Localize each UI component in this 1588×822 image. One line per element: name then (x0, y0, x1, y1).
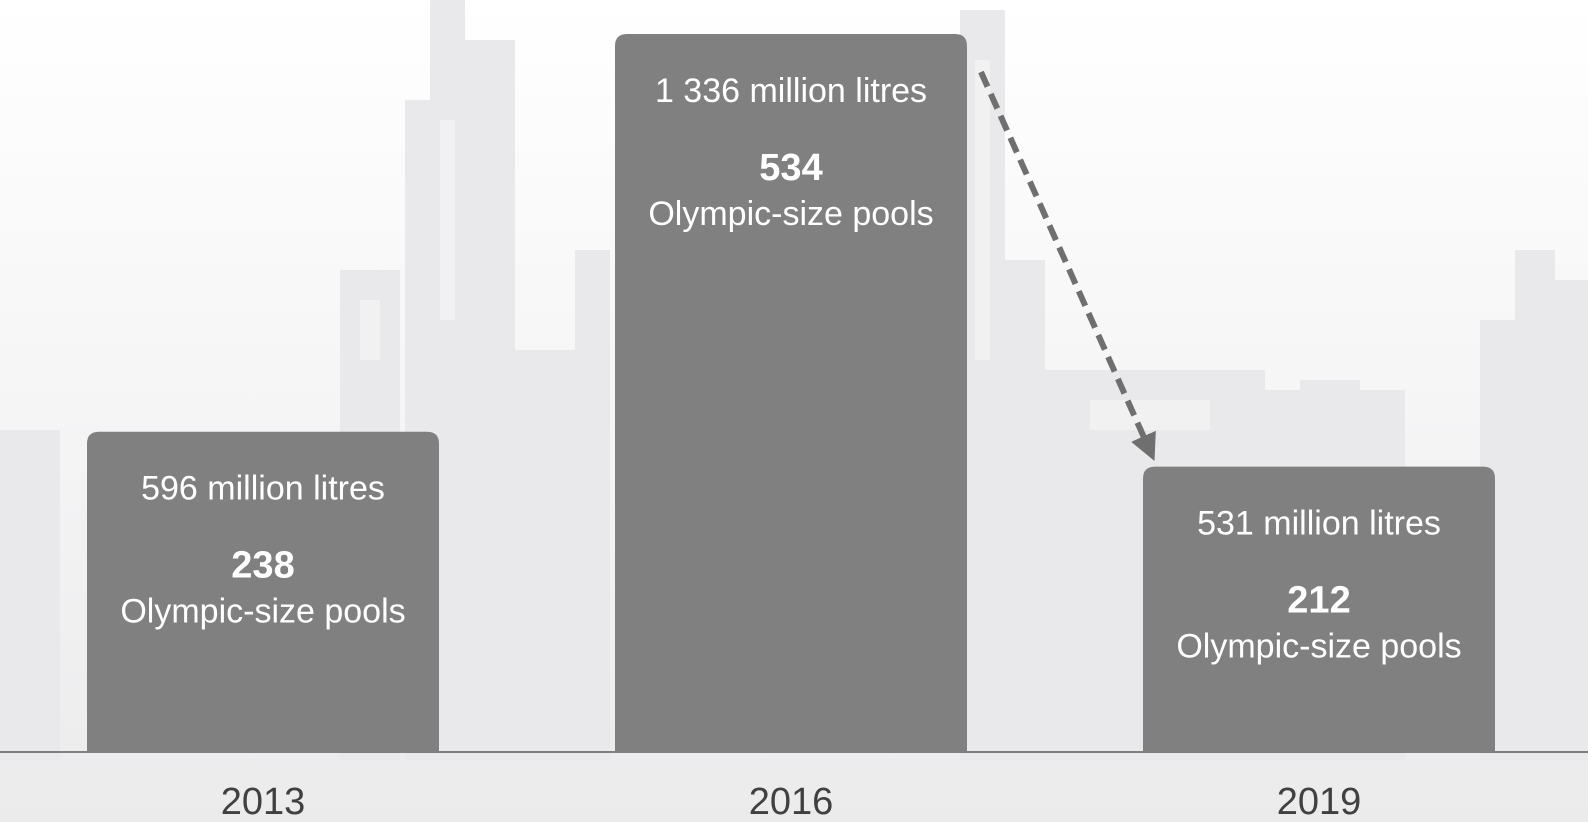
data-label-pools-count: 238 (231, 545, 294, 587)
data-label-pools-count: 212 (1287, 580, 1350, 622)
x-tick-label-2013: 2013 (221, 781, 306, 822)
data-label-pools-unit: Olympic-size pools (648, 195, 933, 233)
bar-2016 (615, 34, 967, 752)
bar-group-2013: 596 million litres 238 Olympic-size pools (87, 431, 439, 752)
bar-group-2016: 1 336 million litres 534 Olympic-size pool… (615, 34, 967, 752)
data-label-pools-unit: Olympic-size pools (1176, 628, 1461, 666)
data-label-volume: 1 336 million litres (655, 72, 927, 110)
decrease-arrow (978, 70, 1156, 461)
bar-2013 (87, 431, 439, 752)
data-label-volume: 596 million litres (141, 470, 385, 508)
bar-group-2019: 531 million litres 212 Olympic-size pools (1143, 466, 1495, 752)
data-label-pools-unit: Olympic-size pools (120, 593, 405, 631)
data-label-pools-count: 534 (759, 147, 822, 189)
bar-2019 (1143, 466, 1495, 752)
x-tick-label-2019: 2019 (1277, 781, 1362, 822)
x-tick-label-2016: 2016 (749, 781, 834, 822)
data-label-volume: 531 million litres (1197, 505, 1441, 543)
